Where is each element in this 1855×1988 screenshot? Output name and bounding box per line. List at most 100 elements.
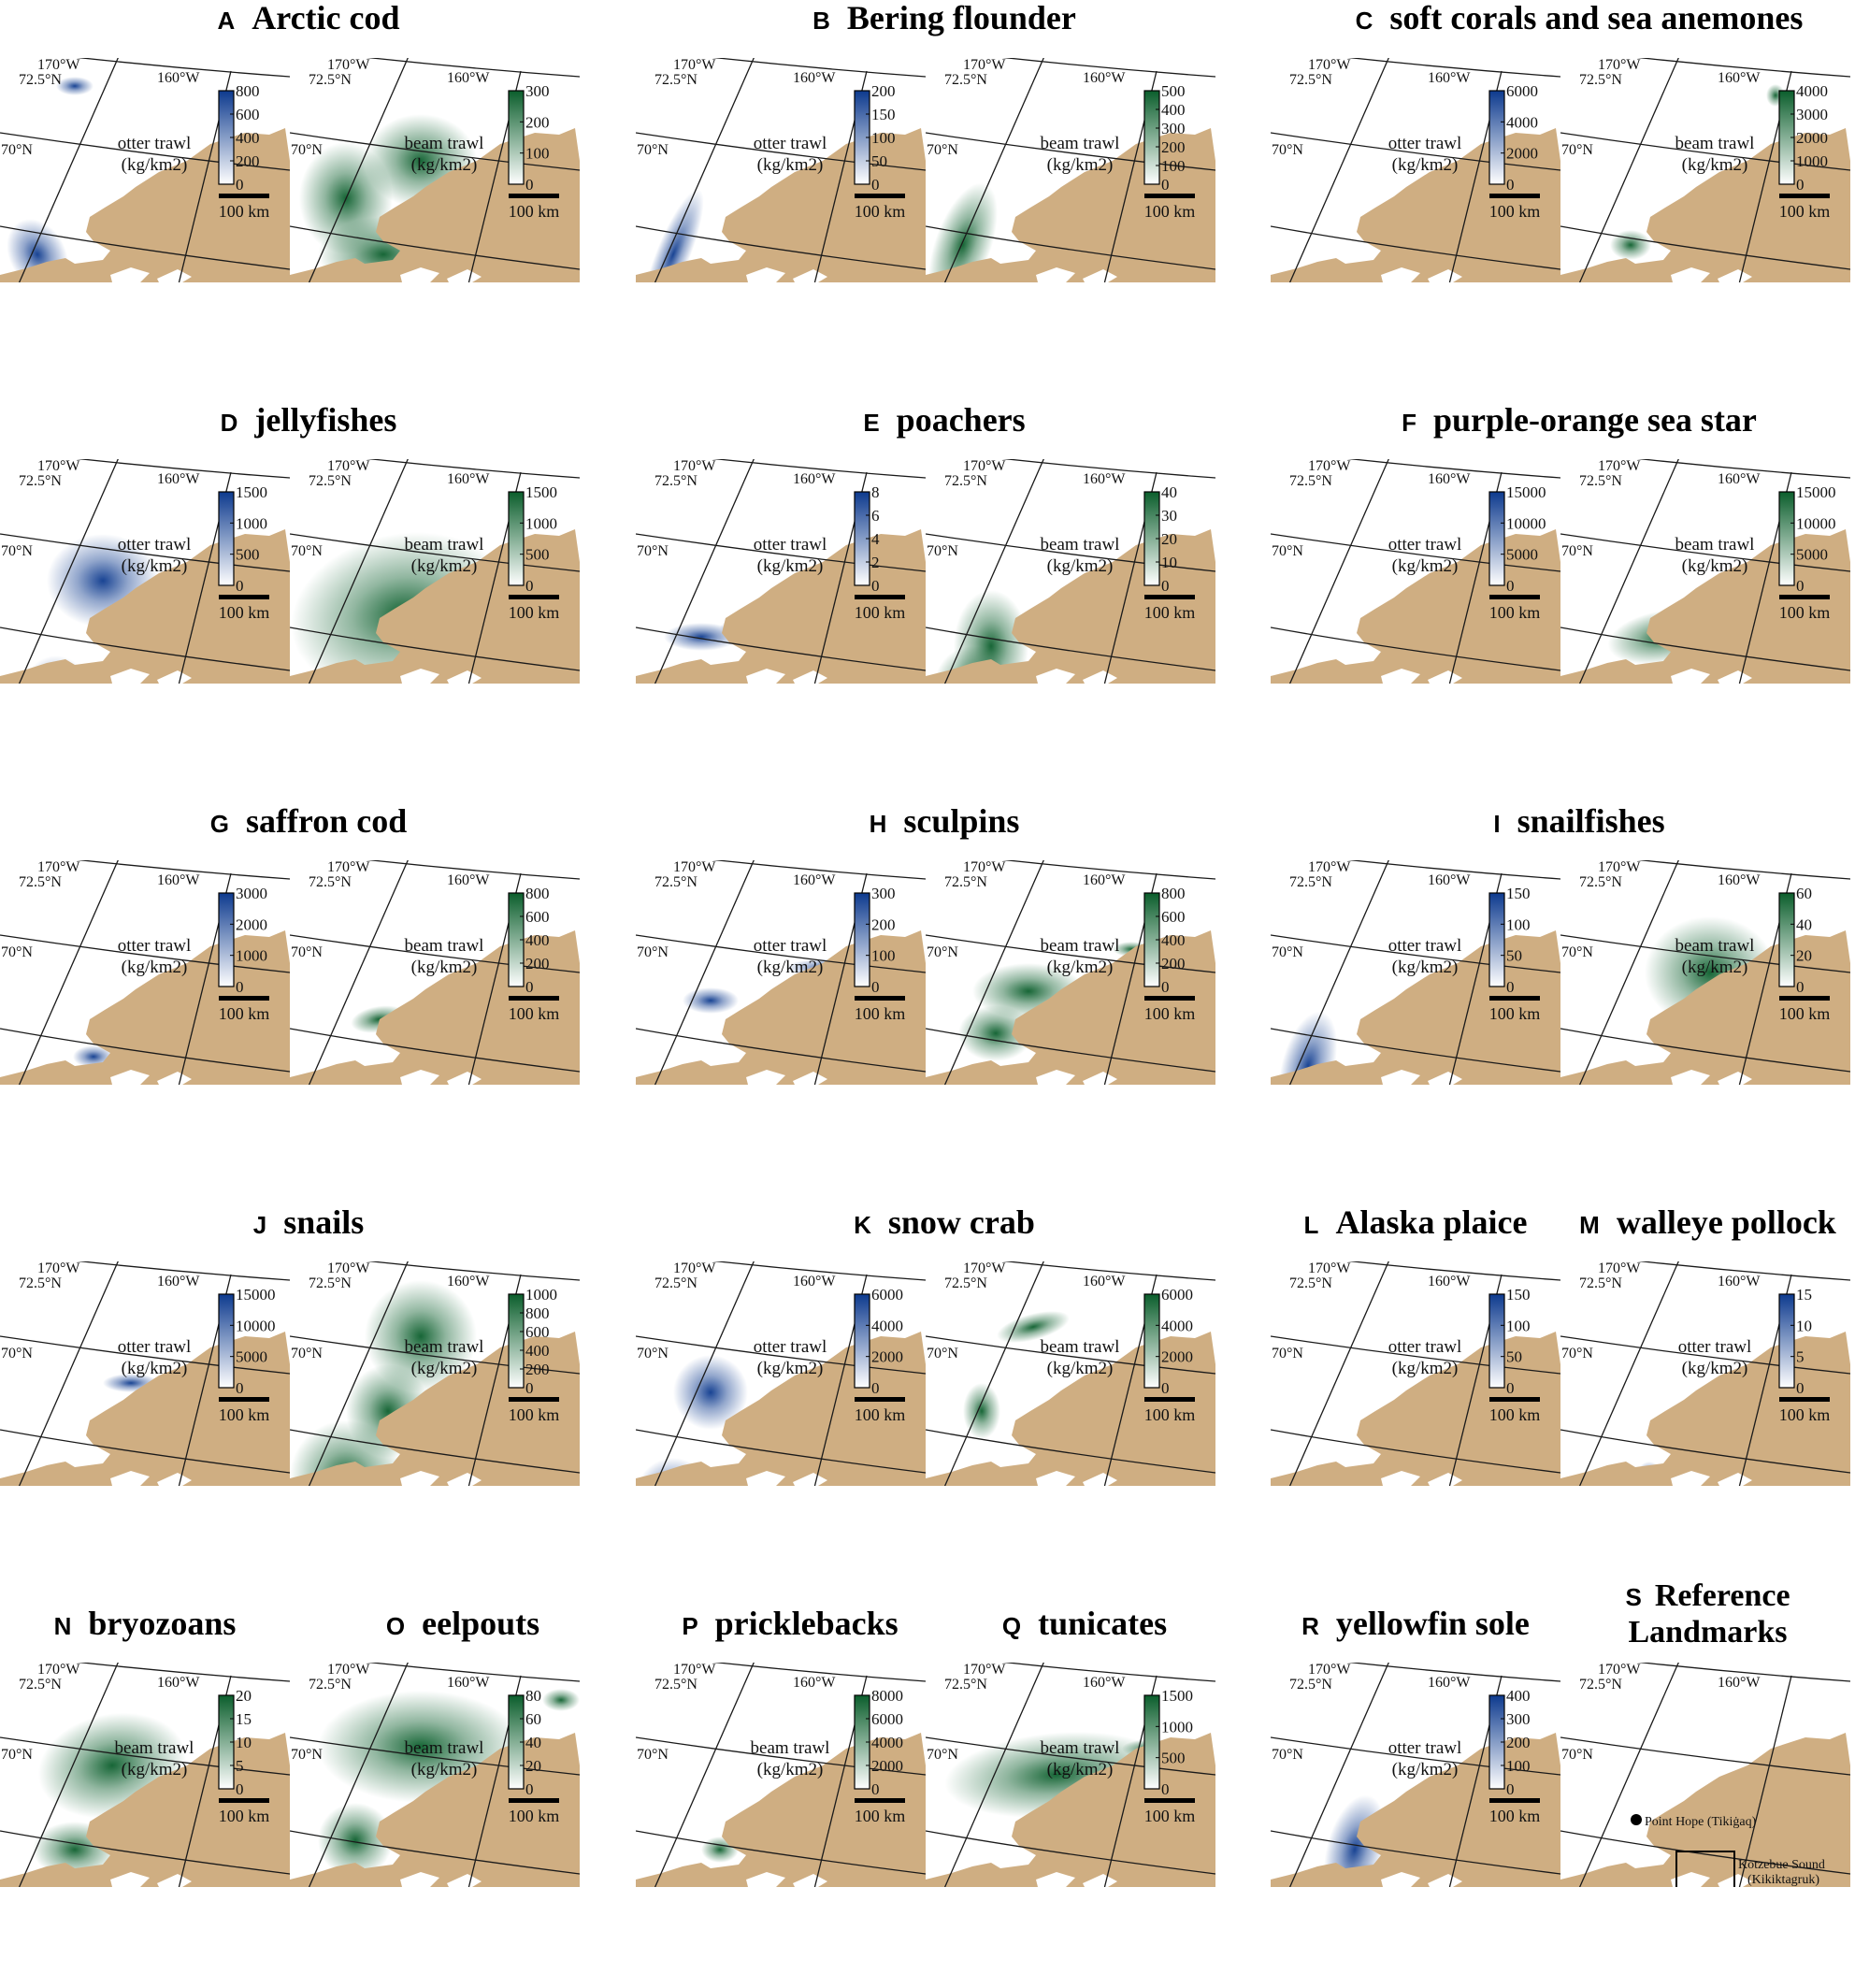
lon-label-170w: 170°W (673, 860, 716, 875)
panel-title-text: jellyfishes (254, 401, 397, 439)
panel-letter: Q (1001, 1612, 1022, 1640)
colorbar-tick-label: 0 (1796, 176, 1805, 194)
colorbar-tick-label: 500 (1161, 82, 1186, 100)
panel-title-text: walleye pollock (1616, 1203, 1836, 1241)
lat-label-70n: 70°N (1561, 1346, 1593, 1361)
lon-label-170w: 170°W (1598, 860, 1641, 875)
lon-label-160w: 160°W (447, 1675, 490, 1691)
gear-label: beam trawl (1041, 535, 1120, 555)
scale-bar (1779, 996, 1830, 1001)
colorbar-tick-label: 2000 (871, 1348, 903, 1366)
colorbar (218, 1293, 235, 1389)
water-inlet (1428, 1874, 1462, 1887)
lat-label-72-5n: 72.5°N (19, 473, 62, 489)
panel-title-text: Alaska plaice (1335, 1203, 1528, 1241)
scale-bar (1779, 1397, 1830, 1402)
scale-bar-label: 100 km (509, 1807, 560, 1825)
panel-letter: M (1579, 1211, 1600, 1239)
lon-label-160w: 160°W (1428, 872, 1471, 888)
colorbar-tick-label: 8 (871, 483, 880, 501)
lat-label-72-5n: 72.5°N (1289, 1677, 1332, 1693)
panel-title-text: sculpins (903, 802, 1020, 840)
scale-bar (1489, 996, 1540, 1001)
colorbar-tick-label: 0 (236, 176, 244, 194)
colorbar-tick-label: 0 (871, 978, 880, 996)
unit-label: (kg/km2) (122, 155, 188, 175)
colorbar-tick-label: 0 (871, 1780, 880, 1798)
water-inlet (1083, 1072, 1117, 1085)
panel-title-text: Reference (1654, 1578, 1790, 1613)
water-inlet (1036, 1070, 1075, 1085)
water-inlet (400, 1070, 439, 1085)
lat-label-70n: 70°N (1272, 1747, 1303, 1763)
density-blob (1278, 1011, 1338, 1085)
lon-label-170w: 170°W (327, 459, 370, 474)
kotzebue-sound-alt-label: (Kikiktagruk) (1747, 1873, 1819, 1887)
scale-bar (1144, 194, 1195, 198)
unit-label: (kg/km2) (1047, 155, 1114, 175)
lat-label-72-5n: 72.5°N (1579, 72, 1622, 88)
colorbar-tick-label: 1500 (525, 483, 557, 501)
water-inlet (1428, 1473, 1462, 1486)
density-blob (642, 189, 704, 282)
colorbar-tick-label: 80 (525, 1687, 541, 1705)
colorbar-tick-label: 0 (1506, 176, 1515, 194)
unit-label: (kg/km2) (757, 556, 824, 576)
colorbar-tick-label: 1000 (1161, 1718, 1193, 1736)
water-inlet (110, 1070, 150, 1085)
map-arctic-cod-beam: 170°W72.5°N 160°W 70°N 300 200 100 0 beam trawl… (290, 58, 580, 282)
lon-label-170w: 170°W (673, 459, 716, 474)
colorbar-tick-label: 30 (1161, 507, 1177, 525)
colorbar-tick-label: 2000 (1506, 145, 1538, 163)
colorbar-tick-label: 6000 (1506, 82, 1538, 100)
land-alaska (1560, 1332, 1850, 1486)
lon-label-160w: 160°W (1718, 1274, 1761, 1289)
lon-label-170w: 170°W (673, 58, 716, 73)
unit-label: (kg/km2) (411, 1760, 478, 1779)
water-inlet (1036, 267, 1075, 282)
colorbar-tick-label: 20 (1796, 947, 1812, 965)
lon-label-160w: 160°W (447, 1274, 490, 1289)
lat-label-70n: 70°N (637, 1747, 669, 1763)
colorbar-tick-label: 0 (1161, 978, 1170, 996)
lon-label-160w: 160°W (1428, 70, 1471, 86)
colorbar-tick-label: 2000 (871, 1757, 903, 1775)
density-blob (365, 1280, 477, 1392)
gear-label: beam trawl (1041, 1738, 1120, 1758)
graticule (290, 459, 580, 684)
map-snails-otter: 170°W72.5°N 160°W 70°N 15000 10000 5000 0 otter… (0, 1261, 290, 1486)
colorbar-tick-label: 400 (1506, 1687, 1531, 1705)
colorbar-tick-label: 300 (525, 82, 550, 100)
scale-bar-label: 100 km (1779, 202, 1831, 221)
lat-label-70n: 70°N (1561, 944, 1593, 960)
unit-label: (kg/km2) (1392, 1760, 1459, 1779)
land-alaska (636, 128, 926, 282)
water-inlet (746, 1471, 785, 1486)
panel-title-reference-landmarks: S Reference Landmarks (1560, 1578, 1855, 1650)
colorbar-tick-label: 0 (1796, 577, 1805, 595)
water-inlet (1718, 269, 1752, 282)
lat-label-70n: 70°N (1, 1747, 33, 1763)
gear-label: otter trawl (118, 535, 192, 555)
lon-label-160w: 160°W (447, 70, 490, 86)
lon-label-170w: 170°W (1308, 459, 1351, 474)
scale-bar (509, 595, 559, 599)
panel-letter: B (812, 7, 830, 35)
colorbar-tick-label: 0 (1506, 1379, 1515, 1397)
colorbar-tick-label: 15000 (1796, 483, 1836, 501)
land-alaska (1271, 128, 1560, 282)
scale-bar (219, 194, 269, 198)
lon-label-160w: 160°W (1428, 1675, 1471, 1691)
colorbar (508, 90, 525, 185)
scale-bar (1144, 996, 1195, 1001)
water-inlet (1671, 669, 1710, 684)
colorbar (1488, 491, 1505, 586)
gear-label: otter trawl (118, 134, 192, 153)
colorbar-tick-label: 400 (1161, 101, 1186, 119)
colorbar-tick-label: 10000 (236, 1317, 276, 1334)
lon-label-170w: 170°W (37, 860, 80, 875)
lon-label-160w: 160°W (1428, 471, 1471, 487)
colorbar (1488, 1293, 1505, 1389)
